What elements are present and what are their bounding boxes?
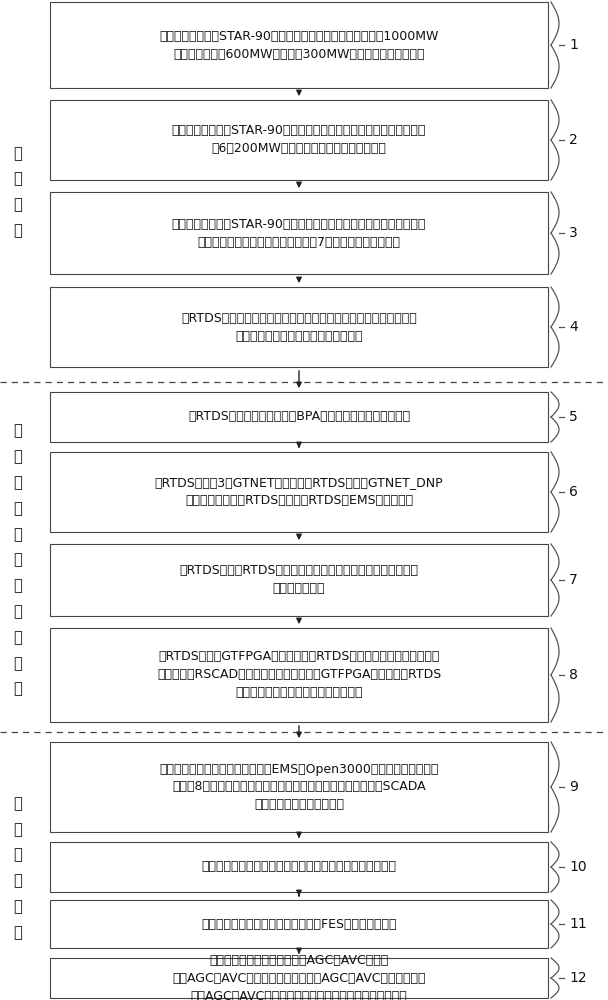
FancyBboxPatch shape <box>50 900 548 948</box>
FancyBboxPatch shape <box>50 742 548 832</box>
Text: 电
源
仿
真: 电 源 仿 真 <box>13 146 22 238</box>
FancyBboxPatch shape <box>50 628 548 722</box>
FancyBboxPatch shape <box>50 842 548 892</box>
Text: 电
网
仿
真
及
接
口
模
型
构
建: 电 网 仿 真 及 接 口 模 型 构 建 <box>13 424 22 696</box>
Text: 在电厂仿真系统（STAR-90图形化仿真支撑系统）上搭建蒙西1000MW
等值机、蒙岱海600MW、蒙达旗300MW火电机组详细仿真模型: 在电厂仿真系统（STAR-90图形化仿真支撑系统）上搭建蒙西1000MW 等值机… <box>159 29 439 60</box>
FancyBboxPatch shape <box>50 192 548 274</box>
Text: 调
度
系
统
仿
真: 调 度 系 统 仿 真 <box>13 796 22 940</box>
Text: 在电厂仿真系统（STAR-90图形化仿真支撑系统）上分别搭建蒙西万家
寨6台200MW抽水蓄能水电机组详细仿真模型: 在电厂仿真系统（STAR-90图形化仿真支撑系统）上分别搭建蒙西万家 寨6台20… <box>172 124 426 155</box>
FancyBboxPatch shape <box>50 100 548 180</box>
Text: 5: 5 <box>569 410 578 424</box>
Text: 在RTDS上安装GTFPGA接口卡，确定RTDS与源侧详细仿真机交互信息
的点号，在RSCAD中搭建数据输入输出接口GTFPGA模块，实现RTDS
电网模型与源: 在RTDS上安装GTFPGA接口卡，确定RTDS与源侧详细仿真机交互信息 的点号… <box>157 650 441 700</box>
FancyBboxPatch shape <box>50 452 548 532</box>
Text: 3: 3 <box>569 226 578 240</box>
Text: 配置不同的模拟控制中心的前置系统FES的网络运行参数: 配置不同的模拟控制中心的前置系统FES的网络运行参数 <box>201 918 397 930</box>
FancyBboxPatch shape <box>50 958 548 998</box>
FancyBboxPatch shape <box>50 2 548 88</box>
Text: 在RTDS上搭建蒙西电网中除详细仿真机以外的所有非详细仿真机的
锅炉、汽轮机、发电机的控制系统模型: 在RTDS上搭建蒙西电网中除详细仿真机以外的所有非详细仿真机的 锅炉、汽轮机、发… <box>181 312 417 342</box>
Text: 在RTDS上安装3个GTNET接口卡，在RTDS中配置GTNET_DNP
点映射文件，实现RTDS网络间、RTDS与EMS的数据交互: 在RTDS上安装3个GTNET接口卡，在RTDS中配置GTNET_DNP 点映射… <box>154 477 443 508</box>
FancyBboxPatch shape <box>50 287 548 367</box>
Text: 通过广域网模拟器将不同的模拟控制中心在主网段进行连接: 通过广域网模拟器将不同的模拟控制中心在主网段进行连接 <box>201 860 396 874</box>
Text: 10: 10 <box>569 860 587 874</box>
Text: 8: 8 <box>569 668 578 682</box>
Text: 在不同的模拟控制中心，建立AGC、AVC系统，
配置AGC、AVC系统的量测信息，建立AGC、AVC监视信息表，
实现AGC、AVC系统与源网联合仿真系统的系统: 在不同的模拟控制中心，建立AGC、AVC系统， 配置AGC、AVC系统的量测信息… <box>172 954 426 1000</box>
Text: 6: 6 <box>569 485 578 499</box>
Text: 12: 12 <box>569 971 587 985</box>
Text: 9: 9 <box>569 780 578 794</box>
Text: 在RTDS上搭建蒙西电网经过BPA动态等值后的电网仿真模型: 在RTDS上搭建蒙西电网经过BPA动态等值后的电网仿真模型 <box>188 410 410 424</box>
Text: 1: 1 <box>569 38 578 52</box>
Text: 11: 11 <box>569 917 587 931</box>
Text: 7: 7 <box>569 573 578 587</box>
Text: 2: 2 <box>569 133 578 147</box>
Text: 在RTDS上搭建RTDS与火电仿真机、水电仿真机、风电场仿真机
之间的接口模型: 在RTDS上搭建RTDS与火电仿真机、水电仿真机、风电场仿真机 之间的接口模型 <box>179 564 418 595</box>
Text: 在电厂仿真系统（STAR-90图形化仿真支撑系统）上搭建蒙西库仑、旗
台、温都、兴广、中节、德胜、唐鸟7个风电场详细仿真模型: 在电厂仿真系统（STAR-90图形化仿真支撑系统）上搭建蒙西库仑、旗 台、温都、… <box>172 218 426 248</box>
FancyBboxPatch shape <box>50 544 548 616</box>
Text: 4: 4 <box>569 320 578 334</box>
Text: 按照预设的不同电网管辖区域，在EMS（Open3000）中绘制蒙西电网等
值模型8的厂站接线图，完成节点入库形成网络物理模型，完成SCADA
中各设备表电气参数: 按照预设的不同电网管辖区域，在EMS（Open3000）中绘制蒙西电网等 值模型… <box>159 762 439 812</box>
FancyBboxPatch shape <box>50 392 548 442</box>
